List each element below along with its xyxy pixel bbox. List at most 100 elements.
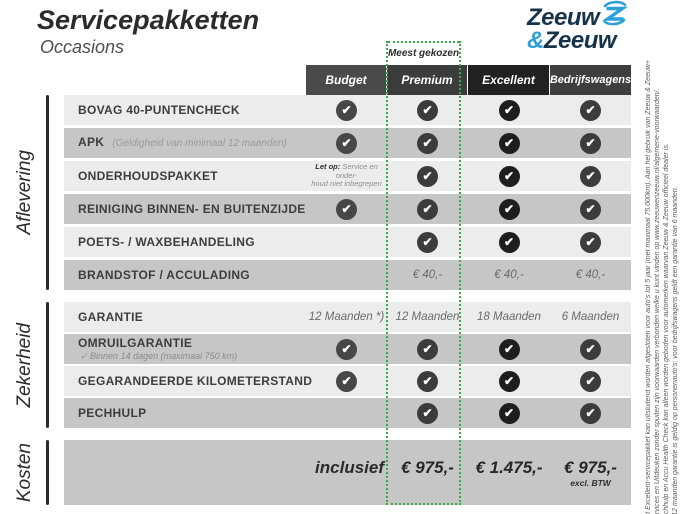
table-cell-budget: ✔ [306, 366, 387, 396]
check-icon: ✔ [417, 198, 438, 220]
table-cell-premium: € 40,- [387, 260, 468, 290]
fine-print-line: Services en Uitdeuken zonder spuiten zij… [654, 88, 661, 514]
table-cell-budget: ✔ [306, 128, 387, 158]
row-label-block: ONDERHOUDSPAKKET [64, 170, 218, 183]
letop-line2: houd niet inbegrepen [311, 179, 382, 189]
fine-print-line: *) 12 maanden garantie is geldig op pers… [672, 186, 679, 514]
table-cell-bedrijfswagens: € 40,- [550, 260, 631, 290]
table-row: GEGARANDEERDE KILOMETERSTAND ✔ ✔ ✔ ✔ [64, 366, 631, 396]
check-icon: ✔ [498, 132, 520, 154]
row-label: REINIGING BINNEN- EN BUITENZIJDE [78, 201, 306, 216]
row-label-block: BRANDSTOF / ACCULADING [64, 269, 250, 282]
row-label: POETS- / WAXBEHANDELING [78, 234, 255, 249]
table-cell-excellent: € 40,- [468, 260, 550, 290]
row-label-block: GEGARANDEERDE KILOMETERSTAND [64, 375, 312, 388]
cell-value: € 40,- [575, 269, 606, 281]
check-icon: ✔ [498, 198, 520, 220]
table-row: APK (Geldigheid van minimaal 12 maanden) ✔… [64, 128, 631, 158]
table-cell-budget: ✔ [306, 95, 387, 125]
table-cell-excellent: ✔ [468, 128, 550, 158]
check-icon: ✔ [417, 132, 438, 154]
row-subnote: ✓ Binnen 14 dagen (maximaal 750 km) [80, 350, 238, 361]
brand-word-2: Zeeuw [543, 27, 617, 54]
brand-line-1: Zeeuw [527, 0, 657, 31]
row-label-line: REINIGING BINNEN- EN BUITENZIJDE [78, 203, 306, 216]
row-label-block: OMRUILGARANTIE ✓ Binnen 14 dagen (maximaa… [64, 337, 237, 361]
column-header-premium: Premium [387, 65, 467, 95]
table-cell-premium: ✔ [387, 128, 468, 158]
letop-note: Let op: Service en onder-houd niet inbeg… [306, 162, 387, 189]
row-note: (Geldigheid van minimaal 12 maanden) [112, 138, 287, 150]
row-label-block: POETS- / WAXBEHANDELING [64, 236, 255, 249]
check-icon: ✔ [336, 132, 357, 154]
check-icon: ✔ [580, 132, 601, 154]
kosten-price-bedrijfswagens: € 975,- excl. BTW [550, 458, 631, 488]
table-cell-budget [306, 260, 387, 290]
check-icon: ✔ [417, 99, 438, 121]
table-cell-premium: ✔ [387, 227, 468, 257]
brand-word-1: Zeeuw [527, 3, 600, 31]
row-label-block: GARANTIE [64, 311, 143, 324]
table-cell-bedrijfswagens: ✔ [550, 227, 631, 257]
table-cell-bedrijfswagens: ✔ [550, 398, 631, 428]
brand-line-2: &Zeeuw [527, 29, 657, 53]
table-cell-budget: Let op: Service en onder-houd niet inbeg… [306, 161, 387, 191]
check-icon: ✔ [498, 370, 520, 392]
fine-print-line: Het Excellent-servicepakket kan uitsluit… [645, 60, 652, 514]
section-label-zekerheid: Zekerheid [6, 302, 44, 428]
row-label: BOVAG 40-PUNTENCHECK [78, 102, 240, 117]
table-row: ONDERHOUDSPAKKET Let op: Service en onder… [64, 161, 631, 191]
table-cell-budget: 12 Maanden *) [306, 302, 387, 332]
section-divider-line [46, 302, 49, 428]
section-label-text: Aflevering [14, 150, 35, 235]
row-label: PECHHULP [78, 405, 147, 420]
table-row: PECHHULP ✔ ✔ ✔ [64, 398, 631, 428]
table-cell-budget: ✔ [306, 334, 387, 364]
letop-line1: Service en onder- [335, 162, 378, 180]
table-cell-excellent: ✔ [468, 227, 550, 257]
check-icon: ✔ [336, 198, 357, 220]
check-icon: ✔ [580, 99, 601, 121]
row-label-line: POETS- / WAXBEHANDELING [78, 236, 255, 249]
table-cell-premium: ✔ [387, 95, 468, 125]
kosten-price-note: excl. BTW [570, 478, 611, 488]
table-cell-budget [306, 227, 387, 257]
check-icon: ✔ [336, 370, 357, 392]
check-icon: ✔ [580, 370, 601, 392]
cell-value: 6 Maanden [561, 311, 620, 323]
cell-value: 12 Maanden *) [308, 311, 385, 323]
section-label-text: Kosten [14, 442, 35, 503]
check-icon: ✔ [580, 338, 601, 360]
table-cell-excellent: 18 Maanden [468, 302, 550, 332]
check-icon: ✔ [498, 402, 520, 424]
row-label-block: REINIGING BINNEN- EN BUITENZIJDE [64, 203, 306, 216]
cell-value: 18 Maanden [477, 311, 541, 323]
check-icon: ✔ [498, 338, 520, 360]
fine-print-line: Pechhulp en Accu Health Check kan alleen… [663, 143, 670, 514]
page-title: Servicepakketten [37, 5, 260, 35]
table-cell-premium: ✔ [387, 334, 468, 364]
table-row: OMRUILGARANTIE ✓ Binnen 14 dagen (maximaa… [64, 334, 631, 364]
table-row: BRANDSTOF / ACCULADING € 40,- € 40,- € 40,- [64, 260, 631, 290]
zeeuw-z-icon [599, 0, 629, 31]
row-label: BRANDSTOF / ACCULADING [78, 267, 250, 282]
cell-value: € 40,- [412, 269, 443, 281]
table-row: BOVAG 40-PUNTENCHECK ✔ ✔ ✔ ✔ [64, 95, 631, 125]
section-divider-line [46, 95, 49, 290]
row-label-block: PECHHULP [64, 407, 146, 420]
table-cell-premium: ✔ [387, 161, 468, 191]
row-label: GARANTIE [78, 309, 144, 324]
row-label: APK [78, 135, 105, 150]
fine-print: Het Excellent-servicepakket kan uitsluit… [644, 60, 682, 514]
table-cell-bedrijfswagens: ✔ [550, 194, 631, 224]
check-icon: ✔ [580, 198, 601, 220]
check-icon: ✔ [498, 99, 520, 121]
section-label-text: Zekerheid [14, 322, 35, 408]
check-icon: ✔ [417, 402, 438, 424]
table-cell-bedrijfswagens: ✔ [550, 128, 631, 158]
check-icon: ✔ [336, 99, 357, 121]
table-row: POETS- / WAXBEHANDELING ✔ ✔ ✔ [64, 227, 631, 257]
column-header-bedrijfswagens: Bedrijfswagens [550, 65, 631, 95]
table-cell-excellent: ✔ [468, 194, 550, 224]
